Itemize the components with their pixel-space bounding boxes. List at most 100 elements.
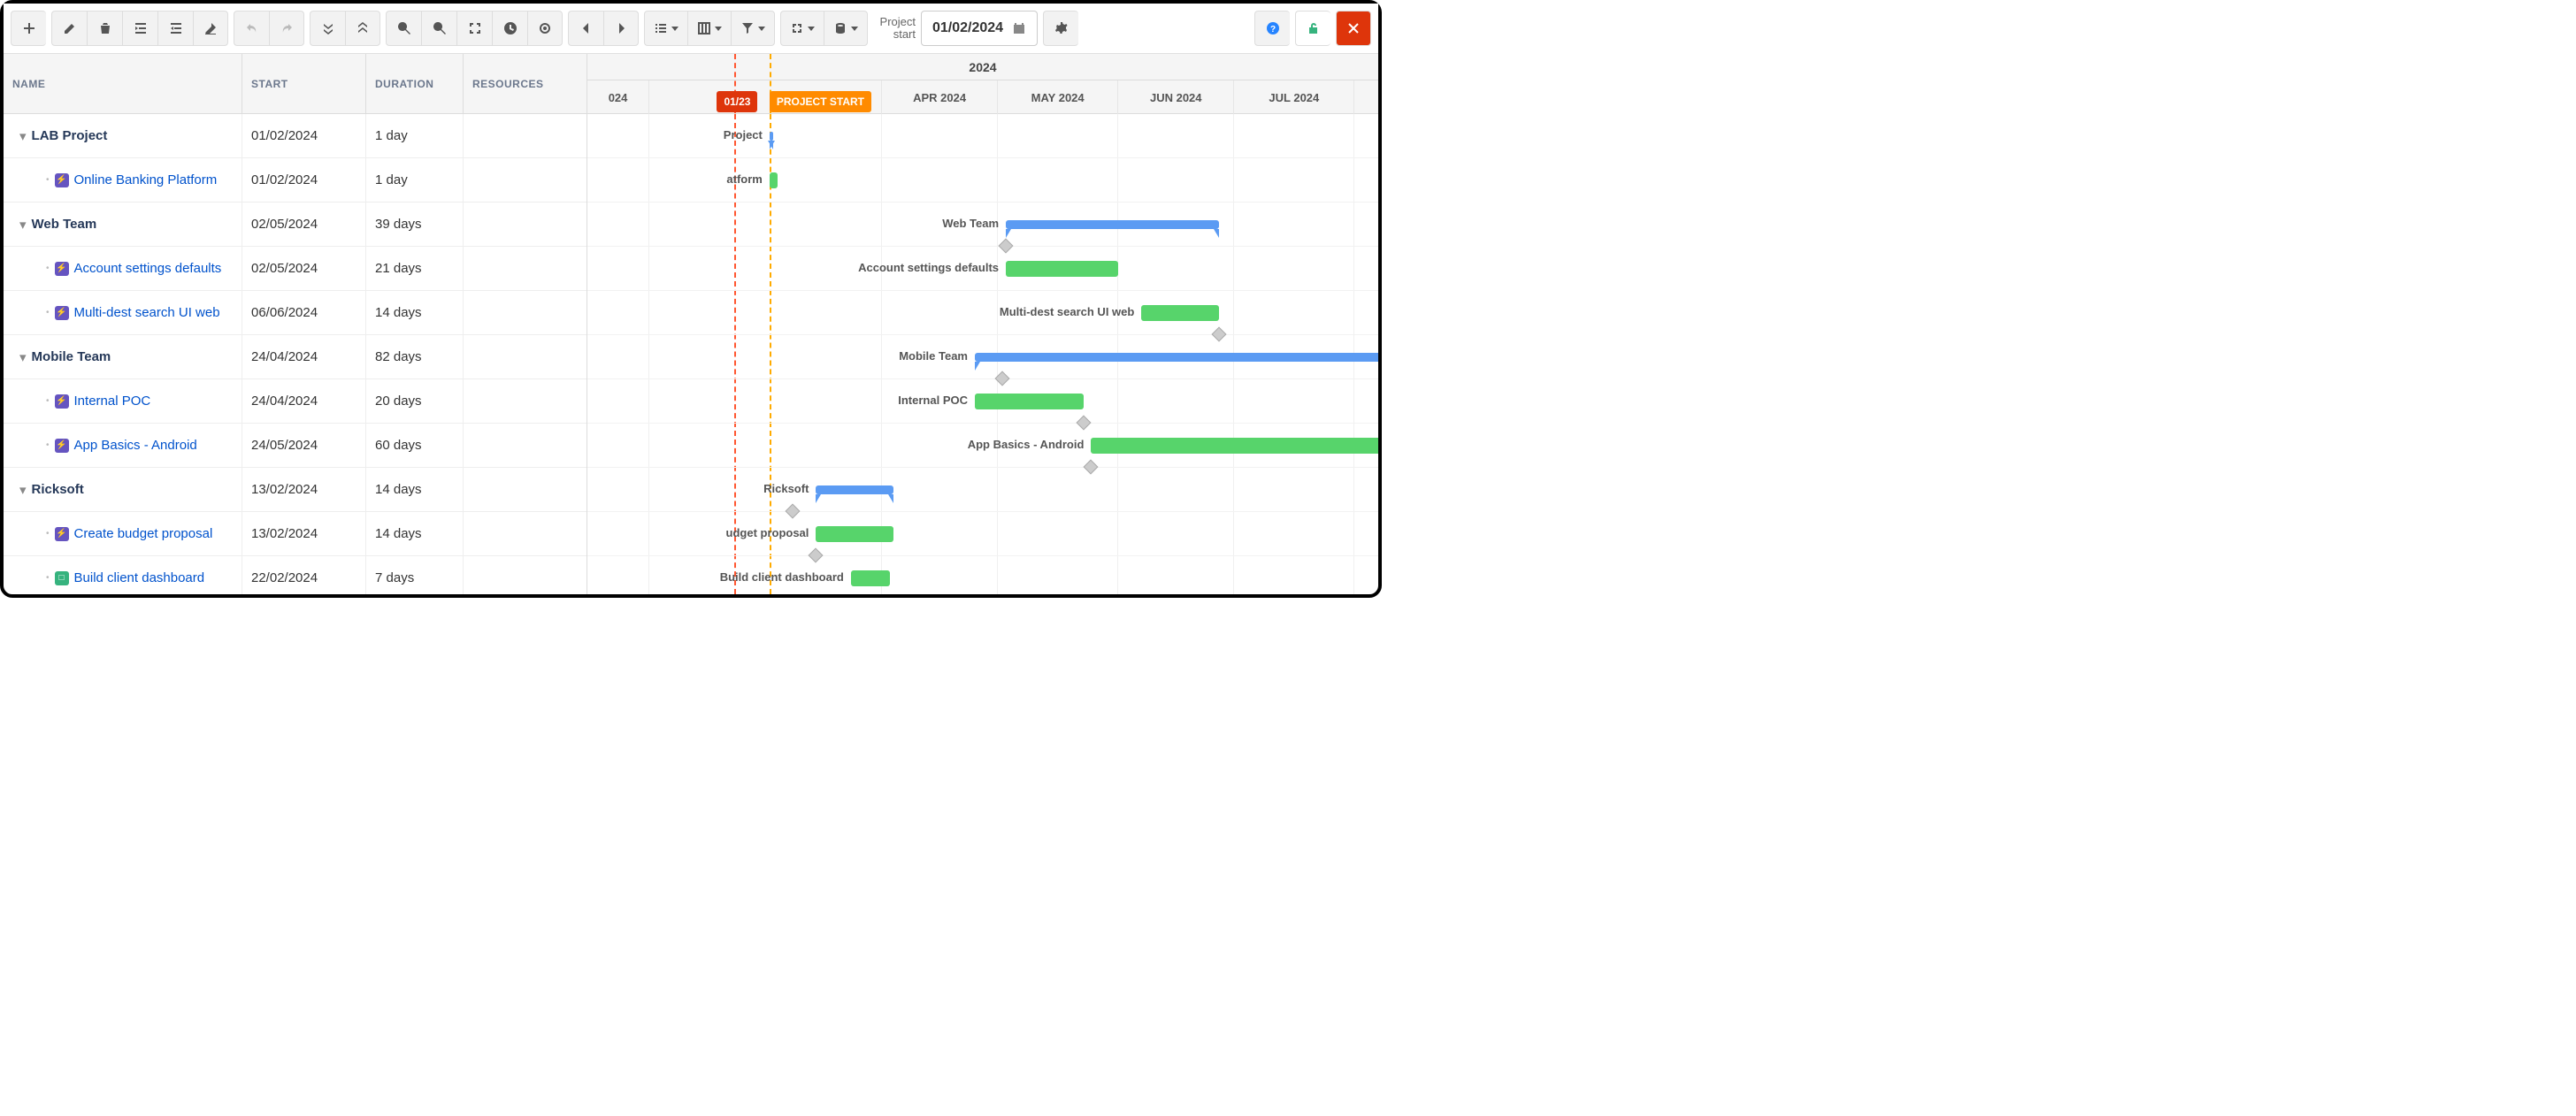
chevron-down-icon[interactable]: ▾ [19,482,27,498]
gantt-timeline: 2024 024MAR 2024APR 2024MAY 2024JUN 2024… [587,54,1378,594]
redo-button[interactable] [269,11,304,46]
collapse-all-button[interactable] [345,11,380,46]
col-header-resources[interactable]: RESOURCES [464,54,586,113]
toolbar: Project start 01/02/2024 ? [4,4,1378,54]
close-button[interactable] [1336,11,1371,46]
cell-start: 24/04/2024 [242,335,366,378]
bar-label: Web Team [942,217,1006,230]
group-row[interactable]: ▾LAB Project01/02/20241 day [4,114,586,158]
cell-resources [464,247,586,290]
svg-text:?: ? [1269,25,1275,34]
expand-all-button[interactable] [310,11,345,46]
epic-badge-icon: ⚡ [55,527,69,541]
task-row[interactable]: •⚡Account settings defaults02/05/202421 … [4,247,586,291]
cell-start: 01/02/2024 [242,158,366,202]
indent-button[interactable] [122,11,157,46]
group-row[interactable]: ▾Mobile Team24/04/202482 days [4,335,586,379]
task-row[interactable]: •⚡Internal POC24/04/202420 days [4,379,586,424]
task-row[interactable]: •⚡Multi-dest search UI web06/06/202414 d… [4,291,586,335]
month-cell: JUL 2024 [1234,80,1354,114]
zoom-fit-button[interactable] [456,11,492,46]
timeline-row: App Basics - Android [587,424,1378,468]
list-options-button[interactable] [644,11,687,46]
task-bar[interactable] [1006,261,1118,277]
zoom-out-icon [433,21,447,35]
task-link[interactable]: App Basics - Android [74,438,197,453]
grid-header: NAME START DURATION RESOURCES [4,54,586,114]
cell-duration: 20 days [366,379,464,423]
task-link[interactable]: Create budget proposal [74,526,213,541]
epic-badge-icon: ⚡ [55,306,69,320]
task-bar[interactable] [1091,438,1378,454]
cell-start: 02/05/2024 [242,203,366,246]
task-link[interactable]: Multi-dest search UI web [74,305,220,320]
today-marker: 01/23 [717,91,757,112]
task-bar[interactable] [770,172,778,188]
col-header-name[interactable]: NAME [4,54,242,113]
edit-button[interactable] [51,11,87,46]
chevron-down-icon[interactable]: ▾ [19,349,27,365]
task-bar[interactable] [975,394,1084,409]
timeline-row: Internal POC [587,379,1378,424]
cell-resources [464,203,586,246]
caret-down-icon [808,27,815,31]
baseline-button[interactable] [824,11,868,46]
bar-label: Mobile Team [899,349,975,363]
task-row[interactable]: •□Build client dashboard22/02/20247 days [4,556,586,594]
epic-badge-icon: ⚡ [55,394,69,409]
columns-button[interactable] [687,11,731,46]
unlock-button[interactable] [1295,11,1330,46]
cell-duration: 82 days [366,335,464,378]
zoom-in-button[interactable] [386,11,421,46]
settings-button[interactable] [1043,11,1078,46]
dependencies-button[interactable] [780,11,824,46]
undo-button[interactable] [234,11,269,46]
prev-button[interactable] [568,11,603,46]
timeline-row: Ricksoft [587,468,1378,512]
task-link[interactable]: Online Banking Platform [74,172,218,187]
task-bar[interactable] [816,526,893,542]
chevron-down-icon[interactable]: ▾ [19,217,27,233]
add-button[interactable] [11,11,46,46]
chevron-down-icon[interactable]: ▾ [19,128,27,144]
task-row[interactable]: •⚡Create budget proposal13/02/202414 day… [4,512,586,556]
today-button[interactable] [492,11,527,46]
filter-button[interactable] [731,11,775,46]
task-link[interactable]: Internal POC [74,394,151,409]
delete-button[interactable] [87,11,122,46]
next-button[interactable] [603,11,639,46]
calendar-icon [1012,21,1026,35]
outdent-button[interactable] [157,11,193,46]
project-start-marker: PROJECT START [770,91,871,112]
cell-duration: 1 day [366,114,464,157]
project-start-input[interactable]: 01/02/2024 [921,11,1038,46]
summary-bar[interactable] [975,353,1378,362]
bar-label: Build client dashboard [720,570,851,584]
col-header-start[interactable]: START [242,54,366,113]
help-button[interactable]: ? [1254,11,1290,46]
summary-bar[interactable] [816,485,893,494]
task-bar[interactable] [1141,305,1219,321]
task-link[interactable]: Build client dashboard [74,570,205,585]
task-row[interactable]: •⚡Online Banking Platform01/02/20241 day [4,158,586,203]
epic-badge-icon: ⚡ [55,173,69,187]
caret-down-icon [671,27,678,31]
summary-bar[interactable] [1006,220,1219,229]
project-start-label: Project start [873,16,916,42]
col-header-duration[interactable]: DURATION [366,54,464,113]
erase-button[interactable] [193,11,228,46]
scroll-to-button[interactable] [527,11,563,46]
summary-bar[interactable] [770,132,773,141]
task-name: LAB Project [32,128,108,143]
bar-label: Project [724,128,770,141]
group-row[interactable]: ▾Web Team02/05/202439 days [4,203,586,247]
task-row[interactable]: •⚡App Basics - Android24/05/202460 days [4,424,586,468]
bar-label: Account settings defaults [858,261,1006,274]
month-cell: APR 2024 [882,80,998,114]
zoom-out-button[interactable] [421,11,456,46]
timeline-row: atform [587,158,1378,203]
group-row[interactable]: ▾Ricksoft13/02/202414 days [4,468,586,512]
task-bar[interactable] [851,570,890,586]
task-link[interactable]: Account settings defaults [74,261,222,276]
chevron-left-icon [579,21,594,35]
